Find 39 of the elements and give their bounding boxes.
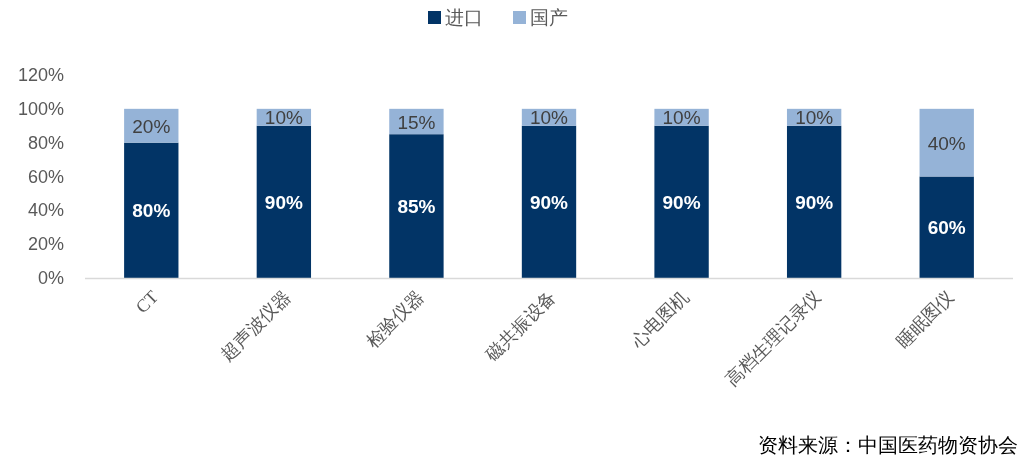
bar (389, 134, 444, 278)
y-tick-label: 80% (27, 132, 64, 153)
text: 资料来源：中国医药物资协会 (758, 434, 1018, 456)
data-label: 10% (662, 107, 701, 129)
data-label: 40% (927, 132, 966, 154)
data-label: 85% (397, 196, 436, 218)
data-label: 90% (529, 191, 569, 213)
x-tick-label: 检验仪器 (362, 286, 428, 352)
data-label: 10% (264, 107, 303, 129)
data-label: 10% (795, 107, 834, 129)
y-tick-label: 40% (27, 200, 64, 221)
x-tick-label: 心电图机 (626, 286, 693, 353)
legend-label: 国产 (530, 7, 568, 28)
x-tick-label: 超声波仪器 (216, 286, 295, 365)
y-tick-label: 100% (17, 98, 64, 119)
x-tick-label: 高档生理记录仪 (721, 286, 825, 390)
data-label: 90% (795, 191, 834, 213)
x-tick-label: 磁共振设备 (481, 286, 560, 366)
y-tick-label: 120% (17, 65, 64, 85)
legend-label: 进口 (445, 7, 483, 28)
data-label: 20% (132, 115, 171, 137)
data-label: 80% (132, 200, 171, 222)
bar (521, 125, 577, 278)
x-tick-label: CT (131, 286, 163, 318)
bar (919, 108, 974, 177)
bar (654, 125, 709, 278)
data-label: 15% (397, 111, 436, 133)
data-label: 90% (264, 191, 303, 213)
y-tick-label: 0% (37, 268, 64, 288)
y-tick-label: 20% (27, 234, 64, 255)
data-label: 10% (529, 107, 569, 129)
y-tick-label: 60% (27, 166, 64, 187)
bar (256, 125, 312, 278)
bar (786, 125, 842, 278)
bar (919, 176, 974, 278)
data-label: 60% (927, 217, 966, 239)
data-label: 90% (662, 191, 701, 213)
bar (124, 142, 179, 278)
x-tick-label: 睡眠图仪 (892, 286, 958, 352)
